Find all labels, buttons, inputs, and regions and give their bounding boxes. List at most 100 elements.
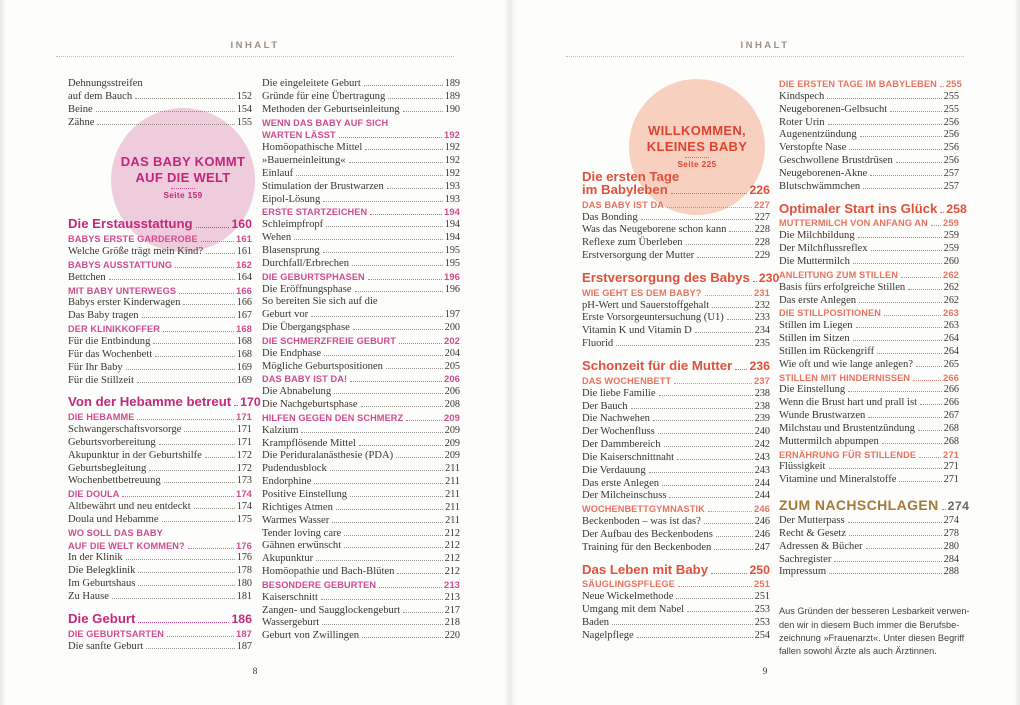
dot-leader: [940, 211, 945, 213]
toc-entry-page: 166: [236, 284, 252, 296]
toc-entry: Wunde Brustwarzen 267: [779, 410, 959, 423]
toc-entry-label: Akupunktur: [262, 553, 314, 565]
toc-entry: BABYS AUSSTATTUNG 162: [68, 259, 252, 272]
toc-entry: Impressum 288: [779, 566, 959, 579]
toc-entry-label: Der Aufbau des Beckenbodens: [582, 528, 713, 540]
toc-entry-page: 211: [445, 489, 460, 500]
toc-entry-page: 243: [754, 451, 770, 463]
toc-entry-page: 169: [236, 374, 252, 386]
toc-entry: Schwangerschaftsvorsorge 171: [68, 424, 252, 437]
toc-entry-line: Geschwollene Brustdrüsen 256: [779, 155, 959, 168]
toc-entry: Welche Größe trägt mein Kind? 161: [68, 246, 252, 259]
toc-entry-page: 255: [943, 103, 959, 115]
toc-entry: Beine 154: [68, 104, 252, 117]
dot-leader: [324, 354, 443, 356]
page-number: 8: [252, 667, 258, 677]
toc-entry-label: Baden: [582, 617, 610, 628]
toc-entry-label: Neugeborenen-Gelbsucht: [779, 103, 888, 115]
toc-entry: Blutschwämmchen 257: [779, 181, 959, 194]
toc-entry-line: DIE GEBURTSPHASEN 196: [262, 271, 460, 284]
toc-entry-line: DAS WOCHENBETT 237: [582, 375, 770, 388]
toc-entry-label: Für die Entbindung: [68, 335, 151, 347]
toc-entry-page: 167: [236, 310, 252, 322]
toc-entry: Einlauf 192: [262, 168, 460, 181]
toc-entry-page: 168: [236, 348, 252, 360]
toc-entry: So bereiten Sie sich auf die Geburt vor 19…: [262, 296, 460, 322]
toc-entry: Sachregister 284: [779, 554, 959, 567]
toc-entry: DIE SCHMERZFREIE GEBURT 202: [262, 335, 460, 348]
toc-entry: Erstversorgung des Babys 230: [582, 271, 779, 285]
toc-entry-line: Bettchen 164: [68, 272, 252, 285]
dot-leader: [707, 511, 753, 513]
toc-entry-line: Welche Größe trägt mein Kind? 161: [68, 246, 252, 259]
toc-entry-line: Die Erstausstattung 160: [68, 217, 252, 231]
toc-entry: DIE DOULA 174: [68, 488, 252, 501]
toc-entry: Der Aufbau des Beckenbodens 246: [582, 529, 770, 542]
toc-entry: Doula und Hebamme 175: [68, 514, 252, 527]
toc-entry-label: Fluorid: [582, 338, 614, 350]
dot-leader: [350, 381, 443, 383]
toc-entry-line: Impressum 288: [779, 566, 959, 579]
toc-entry-page: 237: [754, 374, 770, 386]
toc-entry-label: Babys erster Kinderwagen: [68, 297, 181, 309]
toc-entry-page: 230: [758, 270, 780, 285]
toc-entry: Die Milchbildung 259: [779, 230, 959, 243]
toc-entry: Altbewährt und neu entdeckt 174: [68, 501, 252, 514]
toc-entry: Richtiges Atmen 211: [262, 502, 460, 515]
toc-entry: Kalzium 209: [262, 425, 460, 438]
toc-entry-label: BABYS AUSSTATTUNG: [68, 259, 173, 270]
toc-entry: Stimulation der Brustwarzen 193: [262, 181, 460, 194]
toc-entry-page: 257: [943, 180, 959, 192]
toc-entry: Blasensprung 195: [262, 245, 460, 258]
toc-entry-page: 271: [943, 448, 959, 460]
dot-leader: [612, 624, 753, 625]
toc-entry-label: »Bauerneinleitung«: [262, 155, 346, 167]
toc-entry-page: 274: [943, 515, 959, 526]
dot-leader: [687, 611, 753, 613]
toc-entry: Die ersten Tage im Babyleben 226: [582, 170, 770, 197]
toc-entry-label: WIE GEHT ES DEM BABY?: [582, 287, 702, 298]
dot-leader: [714, 548, 753, 550]
toc-entry: WO SOLL DAS BABY AUF DIE WELT KOMMEN? 176: [68, 527, 252, 553]
toc-entry-page: 170: [240, 395, 261, 410]
toc-entry-line: Wehen 194: [262, 232, 460, 245]
toc-entry-label: MIT BABY UNTERWEGS: [68, 285, 177, 296]
toc-entry: Geburtsvorbereitung 171: [68, 437, 252, 450]
toc-entry: DIE GEBURTSPHASEN 196: [262, 271, 460, 284]
toc-entry-label: Kaiserschnitt: [262, 591, 318, 603]
toc-entry-label: Im Geburtshaus: [68, 578, 136, 590]
toc-entry-line: Zangen- und Saugglockengeburt 217: [262, 605, 460, 618]
toc-entry: Krampflösende Mittel 209: [262, 438, 460, 451]
toc-entry-label: Geburt vor: [262, 309, 309, 321]
toc-entry: Recht & Gesetz 278: [779, 528, 959, 541]
toc-entry-label: Neue Wickelmethode: [582, 591, 674, 603]
dot-leader: [636, 636, 753, 638]
toc-entry: DIE STILLPOSITIONEN 263: [779, 307, 959, 320]
toc-entry-line: BABYS AUSSTATTUNG 162: [68, 259, 252, 272]
toc-entry-page: 271: [943, 461, 959, 473]
toc-entry-page: 175: [236, 513, 252, 525]
toc-entry-line: DAS BABY IST DA! 206: [262, 373, 460, 386]
dot-leader: [677, 458, 753, 460]
toc-entry-line: Schleimpfropf 194: [262, 219, 460, 232]
dot-leader: [870, 174, 942, 176]
dot-leader: [122, 496, 235, 498]
toc-entry-label: DIE HEBAMME: [68, 412, 135, 423]
toc-entry: Neugeborenen-Gelbsucht 255: [779, 104, 959, 117]
toc-entry-line: Geburtsvorbereitung 171: [68, 437, 252, 450]
toc-entry-label: Erste Vorsorgeuntersuchung (U1): [582, 312, 724, 324]
toc-entry-label: Vitamin K und Vitamin D: [582, 325, 692, 337]
toc-entry-line: Die eingeleitete Geburt 189: [262, 78, 460, 91]
circle-spacer: [68, 129, 252, 209]
toc-entry-page: 240: [754, 426, 770, 438]
toc-entry: Zähne 155: [68, 117, 252, 130]
dot-leader: [899, 481, 942, 483]
toc-entry-label: Gähnen erwünscht: [262, 540, 342, 552]
toc-entry-label: Die Periduralanästhesie (PDA): [262, 450, 394, 462]
toc-entry-label: Die Kaiserschnittnaht: [582, 451, 675, 463]
toc-entry-label: Einlauf: [262, 167, 294, 179]
toc-entry-line: BABYS ERSTE GARDEROBE 161: [68, 233, 252, 246]
dot-leader: [125, 559, 235, 561]
dot-leader: [939, 86, 944, 87]
dot-leader: [179, 292, 235, 294]
